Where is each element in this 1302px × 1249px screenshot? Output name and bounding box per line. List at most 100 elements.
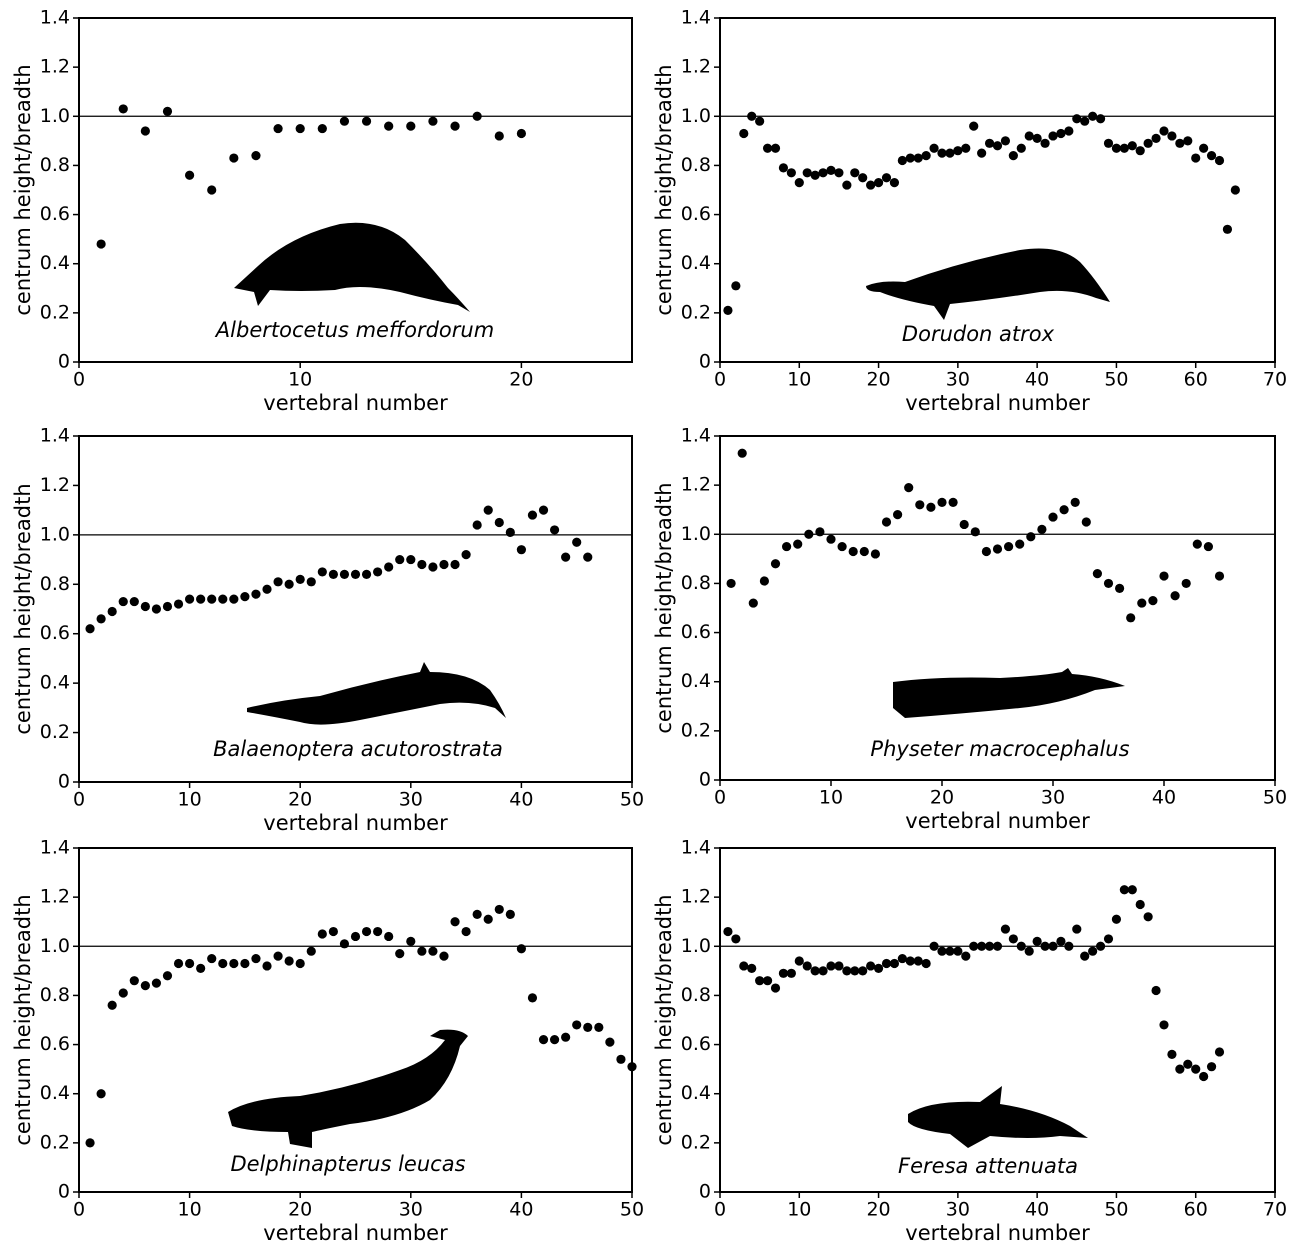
point (786, 968, 796, 978)
silhouettes (228, 222, 1125, 1148)
point (889, 178, 900, 188)
point (937, 497, 947, 507)
point (731, 281, 741, 291)
point (151, 978, 162, 988)
point (361, 116, 372, 126)
point (1206, 151, 1217, 161)
point (905, 153, 915, 163)
point (1064, 941, 1074, 951)
point (1127, 885, 1137, 895)
point (1148, 596, 1158, 606)
point (866, 961, 876, 971)
y-tick-label: 0.4 (40, 672, 70, 694)
point (977, 148, 987, 158)
point (339, 939, 350, 949)
x-axis-label: vertebral number (905, 809, 1090, 833)
point (992, 941, 1003, 951)
point (229, 153, 239, 163)
point (173, 599, 184, 609)
point (755, 116, 765, 126)
plot-frame (719, 435, 1276, 781)
point (605, 1037, 615, 1047)
x-tick-label: 30 (946, 369, 970, 391)
plot-frame (719, 17, 1276, 363)
point (897, 953, 907, 964)
point (1151, 985, 1161, 996)
point (921, 958, 931, 969)
point (251, 589, 261, 599)
point (1088, 111, 1098, 121)
point (561, 552, 571, 562)
point (1008, 934, 1018, 944)
point (162, 106, 173, 116)
y-tick-label: 0.2 (40, 721, 70, 743)
point (1103, 934, 1114, 944)
point (1072, 114, 1082, 124)
point (850, 966, 860, 976)
point (361, 569, 372, 580)
point (915, 500, 925, 510)
point (284, 579, 294, 589)
point (1214, 571, 1225, 581)
x-tick-label: 0 (73, 1199, 85, 1221)
y-tick-label: 0.6 (681, 1033, 711, 1055)
point (273, 123, 283, 134)
point (961, 143, 971, 153)
point (218, 594, 228, 604)
point (1064, 126, 1074, 136)
silhouette (228, 1029, 468, 1148)
point (306, 946, 316, 956)
point (842, 180, 852, 190)
point (1048, 131, 1058, 141)
point (406, 121, 416, 131)
point (494, 904, 504, 915)
point (858, 173, 868, 183)
point (804, 529, 814, 539)
point (273, 577, 283, 587)
point (926, 502, 936, 512)
y-tick-label: 0.6 (40, 622, 70, 644)
point (207, 594, 217, 604)
point (505, 527, 515, 537)
point (881, 958, 892, 969)
silhouette (234, 222, 470, 312)
x-tick-label: 40 (1025, 369, 1049, 391)
point (850, 168, 860, 178)
point (778, 163, 789, 173)
point (483, 505, 493, 515)
point (185, 958, 195, 969)
point (1127, 141, 1137, 151)
point (339, 569, 350, 580)
point (970, 527, 980, 537)
point (770, 983, 781, 993)
point (1095, 941, 1106, 951)
point (185, 170, 195, 180)
point (583, 552, 593, 562)
y-tick-label: 1.4 (681, 837, 711, 859)
y-tick-label: 0.6 (681, 203, 711, 225)
point (889, 958, 900, 969)
point (969, 941, 979, 951)
point (472, 111, 482, 121)
point (1143, 138, 1153, 148)
point (881, 173, 892, 183)
point (1080, 116, 1090, 126)
point (1183, 136, 1193, 146)
x-tick-label: 40 (509, 789, 533, 811)
point (207, 185, 217, 195)
point (295, 574, 305, 584)
x-tick-label: 10 (288, 369, 312, 391)
y-tick-label: 1.4 (681, 425, 711, 447)
y-tick-label: 0.4 (40, 1082, 70, 1104)
point (406, 554, 416, 565)
point (913, 153, 923, 163)
point (755, 976, 765, 986)
y-tick-label: 0.6 (40, 1033, 70, 1055)
point (350, 931, 361, 942)
point (162, 601, 173, 612)
point (1059, 505, 1069, 515)
point (1143, 912, 1153, 922)
point (929, 941, 939, 951)
point (1192, 539, 1202, 549)
x-tick-label: 0 (714, 787, 726, 809)
